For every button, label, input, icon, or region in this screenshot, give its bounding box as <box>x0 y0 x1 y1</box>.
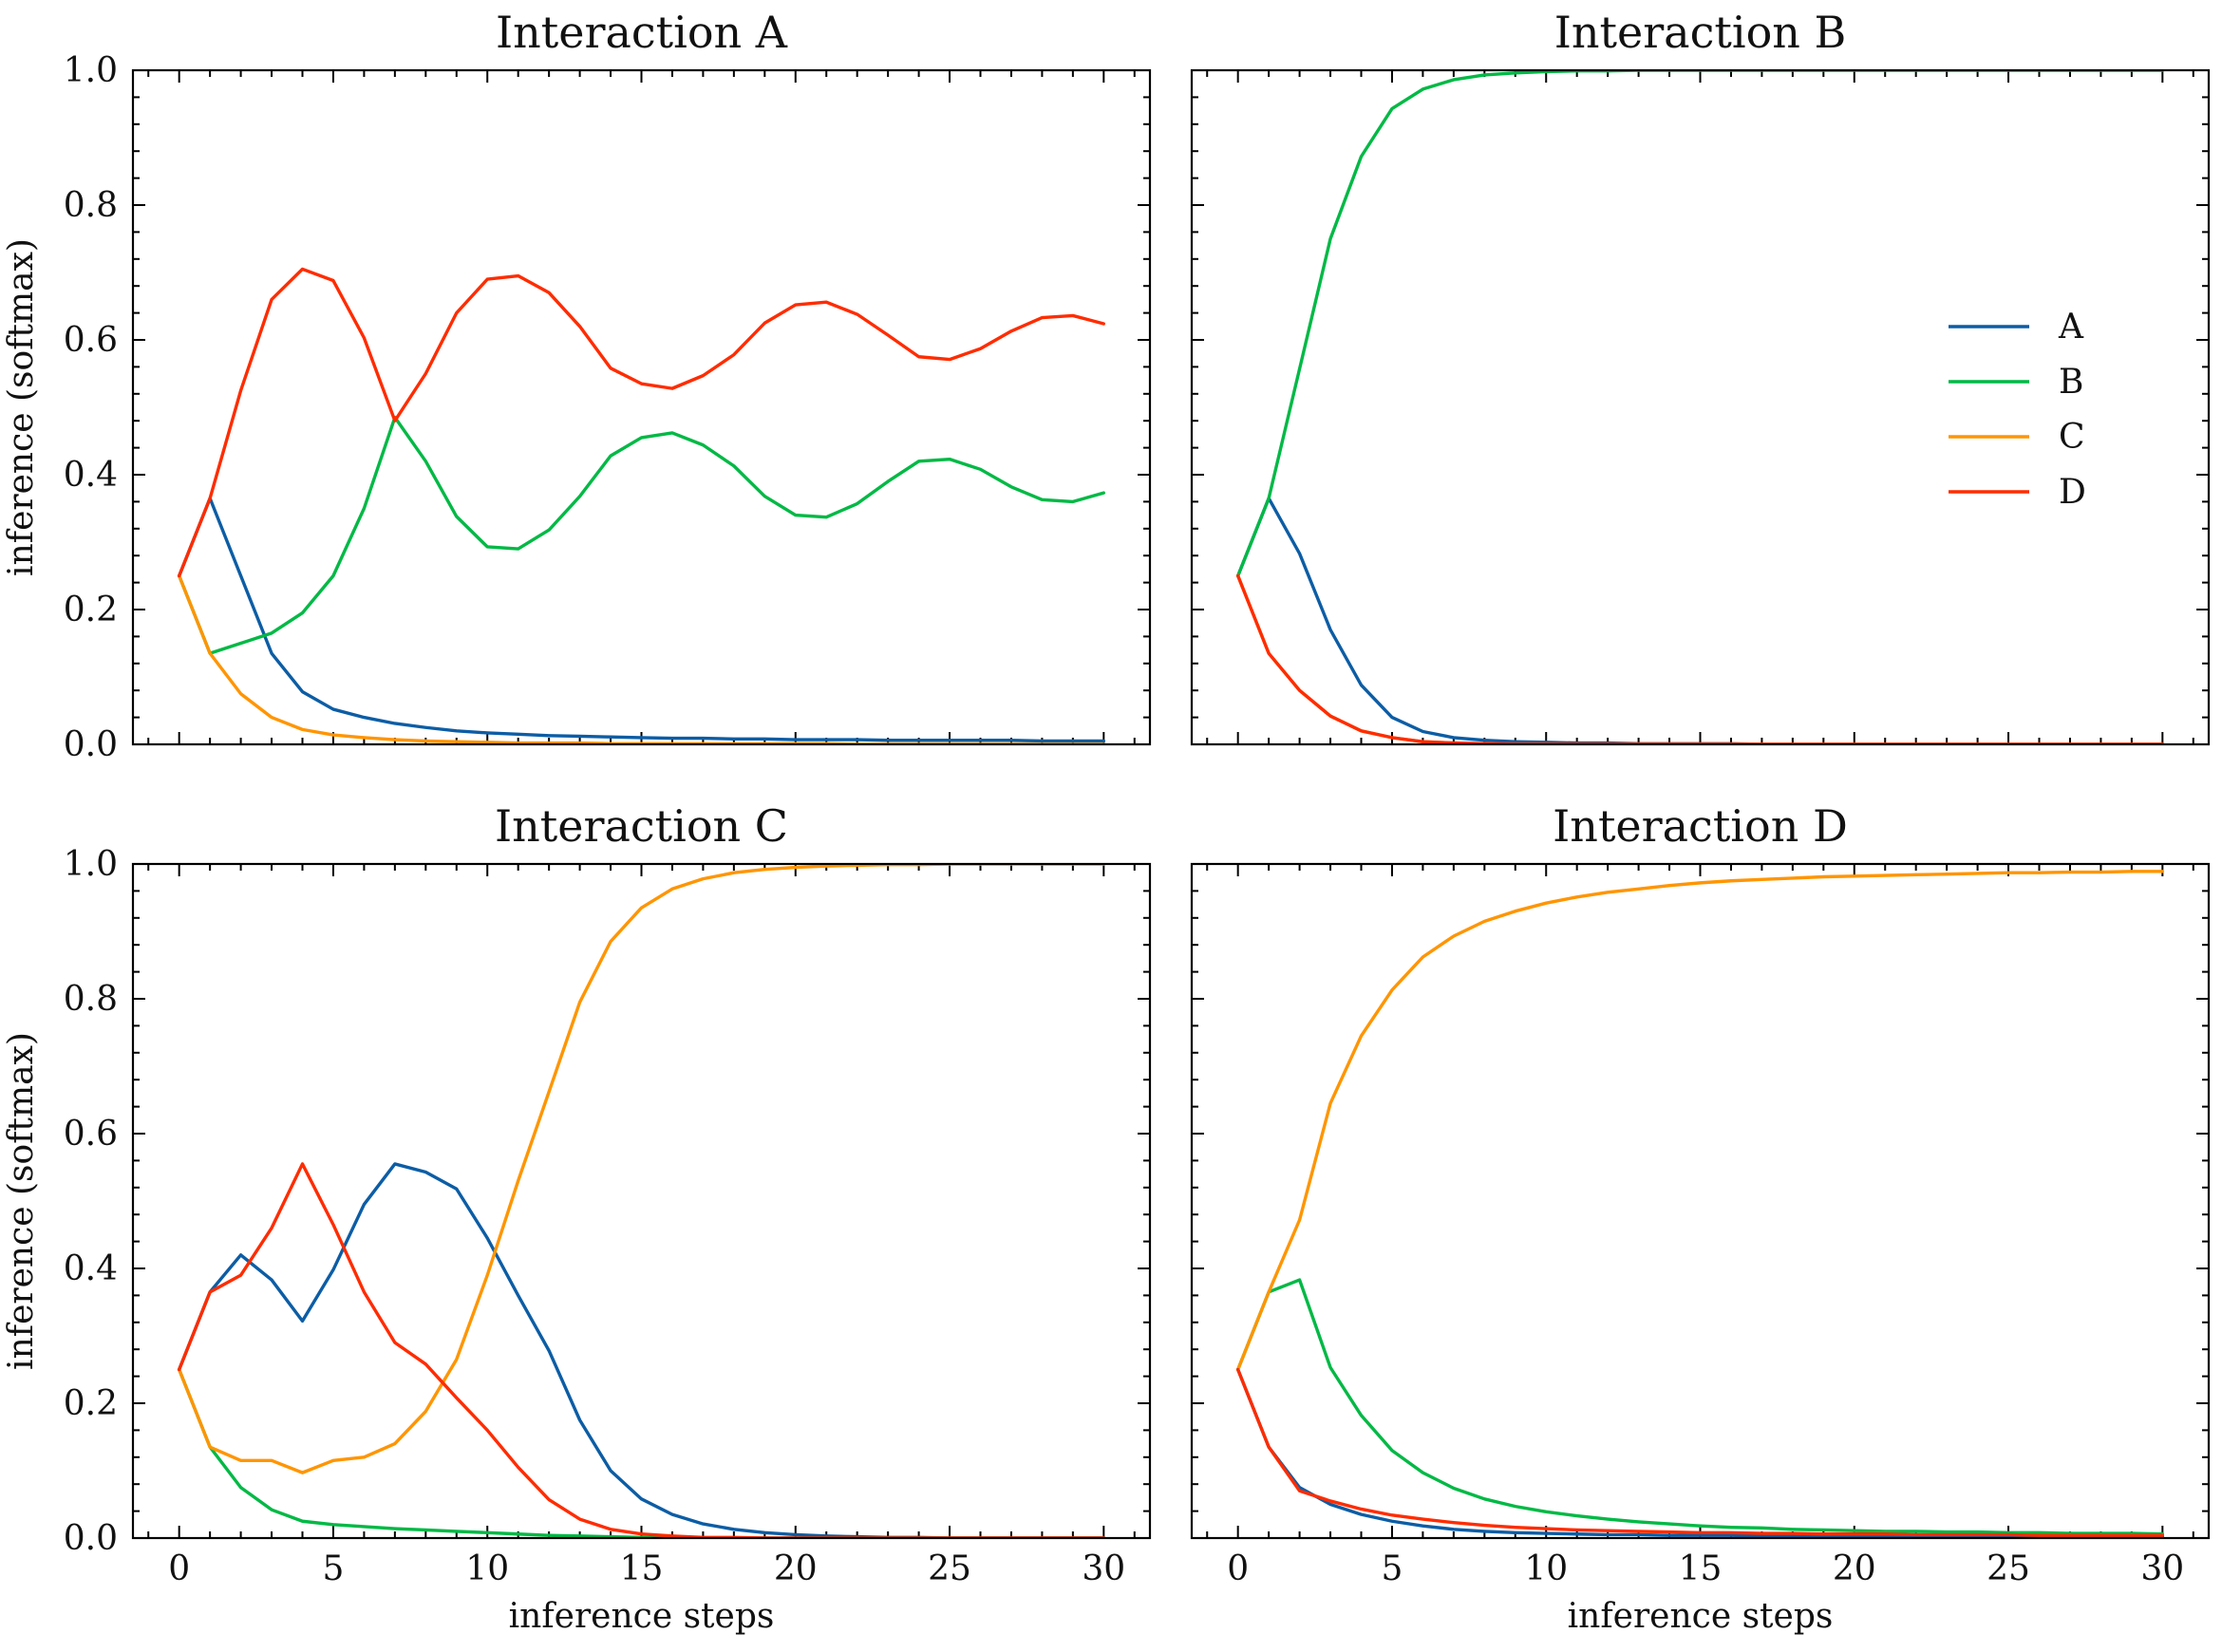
plot-frame <box>131 68 1152 746</box>
panel-title: Interaction A <box>496 7 788 58</box>
series-lines <box>1235 870 2165 1538</box>
y-tick-label: 1.0 <box>64 51 118 90</box>
series-line-c <box>177 573 1106 744</box>
x-tick-label: 30 <box>2140 1549 2184 1588</box>
y-tick-label: 0.4 <box>64 1249 118 1288</box>
series-line-d <box>1235 573 2165 744</box>
series-line-d <box>177 267 1106 578</box>
legend-item-d: D <box>1949 473 2086 512</box>
plot-frame <box>1190 862 2211 1540</box>
y-tick-label: 0.2 <box>64 1384 118 1423</box>
series-line-a <box>177 497 1106 743</box>
legend-item-a: A <box>1949 308 2084 347</box>
y-axis-label: inference (softmax) <box>2 1032 41 1370</box>
y-tick-label: 1.0 <box>64 845 118 884</box>
series-line-c <box>1235 573 2165 744</box>
x-tick-label: 15 <box>1679 1549 1723 1588</box>
series-line-b <box>177 1367 1106 1538</box>
x-tick-label: 0 <box>168 1549 190 1588</box>
series-lines <box>1235 70 2165 744</box>
axis-ticks <box>1192 863 2209 1539</box>
series-line-b <box>1235 1278 2165 1536</box>
series-lines <box>177 864 1106 1538</box>
y-tick-label: 0.4 <box>64 456 118 495</box>
x-axis-label: inference steps <box>1568 1597 1834 1636</box>
legend-label-a: A <box>2058 308 2084 347</box>
series-line-a <box>1235 1367 2165 1538</box>
x-tick-label: 20 <box>1833 1549 1876 1588</box>
panel-3: Interaction C 0 5 10 15 20 25 30 0.0 0.2 0.4 0.6 0.8… <box>2 800 1152 1636</box>
series-line-c <box>177 864 1106 1474</box>
panel-4: Interaction D 0 5 10 15 20 25 30 inference steps <box>1190 800 2211 1636</box>
x-tick-label: 15 <box>620 1549 664 1588</box>
legend-label-d: D <box>2059 473 2086 512</box>
panel-title: Interaction B <box>1554 7 1847 58</box>
x-tick-label: 25 <box>1987 1549 2030 1588</box>
y-tick-label: 0.0 <box>64 1519 118 1558</box>
x-tick-label: 0 <box>1227 1549 1249 1588</box>
series-line-c <box>1235 870 2165 1372</box>
legend-label-c: C <box>2059 418 2085 457</box>
axis-ticks <box>1192 69 2209 745</box>
axis-ticks <box>133 69 1150 745</box>
series-line-b <box>1235 70 2165 578</box>
x-tick-label: 10 <box>1524 1549 1568 1588</box>
x-tick-label: 25 <box>928 1549 971 1588</box>
x-tick-label: 10 <box>465 1549 509 1588</box>
panel-1: Interaction A 0.0 0.2 0.4 0.6 0.8 1.0 inference… <box>2 7 1152 764</box>
y-tick-label: 0.6 <box>64 321 118 360</box>
series-line-d <box>177 1162 1106 1538</box>
legend-item-c: C <box>1949 418 2085 457</box>
series-lines <box>177 267 1106 744</box>
x-tick-label: 5 <box>1382 1549 1403 1588</box>
series-line-b <box>177 415 1106 655</box>
x-tick-label: 5 <box>323 1549 345 1588</box>
x-tick-label: 30 <box>1082 1549 1125 1588</box>
series-line-a <box>177 1162 1106 1538</box>
legend-item-b: B <box>1949 363 2083 402</box>
x-tick-label: 20 <box>774 1549 818 1588</box>
y-tick-label: 0.2 <box>64 591 118 629</box>
y-tick-label: 0.8 <box>64 186 118 225</box>
y-axis-label: inference (softmax) <box>2 238 41 576</box>
plot-frame <box>131 862 1152 1540</box>
y-tick-label: 0.0 <box>64 725 118 764</box>
axis-ticks <box>133 863 1150 1539</box>
y-tick-label: 0.6 <box>64 1115 118 1154</box>
series-line-a <box>1235 497 2165 744</box>
legend-label-b: B <box>2059 363 2083 402</box>
x-axis-label: inference steps <box>509 1597 775 1636</box>
panel-title: Interaction D <box>1553 800 1848 852</box>
series-line-d <box>1235 1367 2165 1537</box>
y-tick-label: 0.8 <box>64 980 118 1019</box>
panel-title: Interaction C <box>495 800 788 852</box>
plot-frame <box>1190 68 2211 746</box>
